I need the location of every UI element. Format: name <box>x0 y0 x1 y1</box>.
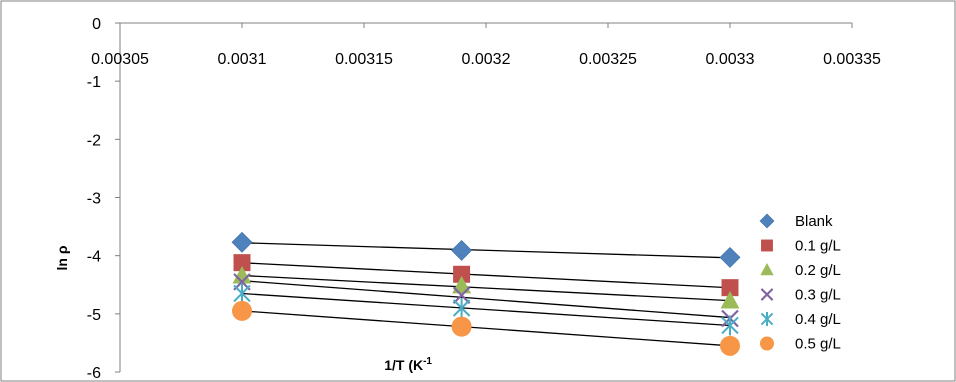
y-tick-label: -3 <box>87 191 101 208</box>
data-point <box>232 266 252 284</box>
data-point <box>453 265 471 283</box>
data-point <box>451 316 472 337</box>
y-axis-title: ln ρ <box>54 245 70 270</box>
x-axis-title: 1/T (K-1 <box>384 356 432 373</box>
legend-label: Blank <box>795 213 833 230</box>
x-tick-label: 0.00325 <box>579 51 637 68</box>
data-point <box>231 231 253 253</box>
data-point <box>232 300 252 321</box>
trendline <box>241 310 731 347</box>
y-axis-ticks: 0 -1 -2 -3 -4 -5 -6 <box>87 16 120 382</box>
trendline <box>241 280 731 319</box>
legend-label: 0.4 g/L <box>795 311 841 328</box>
data-point <box>721 279 739 297</box>
data-markers <box>231 231 741 356</box>
x-axis-title-main: 1/T (K <box>384 357 423 373</box>
y-tick-label: -5 <box>87 307 101 324</box>
trendline <box>241 242 731 259</box>
legend-marker <box>760 312 774 326</box>
trendline <box>241 274 731 302</box>
legend-marker <box>759 213 775 229</box>
x-tick-label: 0.0032 <box>462 51 511 68</box>
data-point <box>720 335 740 356</box>
data-point <box>721 315 739 336</box>
trendline <box>241 292 731 327</box>
y-tick-label: -1 <box>87 74 101 91</box>
x-tick-label: 0.00305 <box>91 51 149 68</box>
x-axis-ticks: 0.00305 0.0031 0.00315 0.0032 0.00325 0.0033 0… <box>91 23 881 68</box>
legend-marker <box>760 263 774 276</box>
legend-marker <box>761 239 773 252</box>
legend-marker <box>760 288 774 301</box>
data-point <box>451 240 473 261</box>
legend-label: 0.5 g/L <box>795 336 841 353</box>
data-point <box>233 283 251 304</box>
x-axis-title-sup: -1 <box>423 356 432 367</box>
legend: Blank 0.1 g/L 0.2 g/L 0.3 g/L 0.4 g/L 0.5 g/L <box>759 213 841 353</box>
x-tick-label: 0.00315 <box>335 51 393 68</box>
legend-label: 0.3 g/L <box>795 287 841 304</box>
data-point <box>719 246 741 268</box>
x-tick-label: 0.0033 <box>706 51 755 68</box>
data-point <box>720 291 740 309</box>
y-tick-label: -4 <box>87 249 101 266</box>
y-tick-label: 0 <box>92 16 101 33</box>
trendline <box>241 262 731 289</box>
legend-label: 0.1 g/L <box>795 238 841 255</box>
legend-marker <box>760 336 774 351</box>
x-tick-label: 0.00335 <box>823 51 881 68</box>
data-point <box>233 254 251 272</box>
data-point <box>452 286 471 304</box>
y-tick-label: -2 <box>87 132 101 149</box>
y-tick-label: -6 <box>87 365 101 382</box>
x-tick-label: 0.0031 <box>218 51 267 68</box>
trendlines <box>241 242 731 347</box>
legend-label: 0.2 g/L <box>795 262 841 279</box>
data-point <box>452 298 471 319</box>
